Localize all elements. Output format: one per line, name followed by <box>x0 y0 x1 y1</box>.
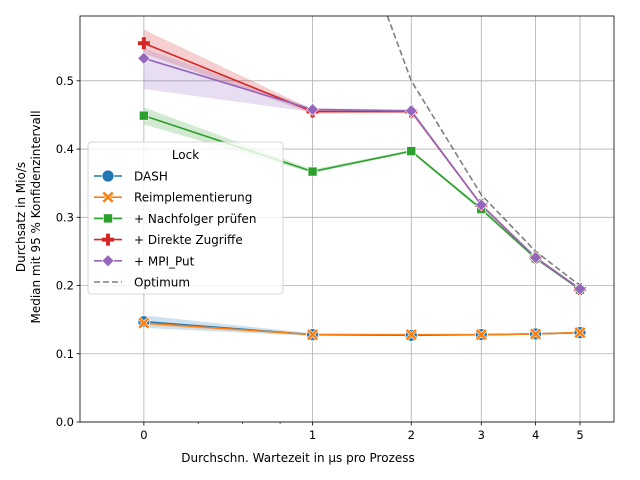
line-series-1 <box>143 322 581 336</box>
point-series-1-x0 <box>137 316 151 330</box>
y-tick-label-0.4: 0.4 <box>56 142 74 156</box>
legend-label-0: DASH <box>134 170 168 184</box>
point-series-4-x4 <box>529 251 543 264</box>
y-axis-label-line2: Median mit 95 % Konfidenzintervall <box>29 110 43 323</box>
axes-frame <box>79 15 615 423</box>
legend-label-2: + Nachfolger prüfen <box>134 212 256 226</box>
y-tick-label-0.0: 0.0 <box>56 415 74 429</box>
x-tick-label-4: 4 <box>532 428 539 442</box>
point-series-2-x1 <box>307 166 318 177</box>
x-tick-label-1: 1 <box>309 428 316 442</box>
legend-label-1: Reimplementierung <box>134 191 252 205</box>
point-series-4-x0 <box>137 51 151 65</box>
line-series-5 <box>386 16 581 287</box>
y-tick-label-0.5: 0.5 <box>56 74 74 88</box>
legend-label-4: + MPI_Put <box>134 254 195 268</box>
point-series-4-x3 <box>474 198 488 212</box>
y-tick-label-0.3: 0.3 <box>56 210 74 224</box>
line-series-4 <box>143 57 581 290</box>
point-series-4-x2 <box>404 104 418 118</box>
legend-marker-1 <box>101 190 115 204</box>
axes <box>79 15 615 423</box>
legend-marker-0 <box>101 169 115 183</box>
point-series-1-x5 <box>573 326 587 340</box>
legend-marker-3 <box>102 233 114 246</box>
point-series-1-x2 <box>404 328 418 342</box>
point-series-2-x0 <box>139 110 149 121</box>
legend-label-5: Optimum <box>134 276 190 290</box>
legend-box <box>87 141 284 295</box>
legend: Lock DASH Reimplementierung + Nachfolger pr… <box>87 141 284 295</box>
x-axis-label: Durchschn. Wartezeit in µs pro Prozess <box>181 451 415 465</box>
legend-title: Lock <box>172 148 199 162</box>
y-axis-label-line1: Durchsatz in Mio/s <box>14 162 28 272</box>
y-tick-label-0.1: 0.1 <box>56 347 74 361</box>
legend-label-3: + Direkte Zugriffe <box>134 233 243 247</box>
point-series-4-x5 <box>573 282 587 296</box>
y-tick-label-0.2: 0.2 <box>56 279 74 293</box>
point-series-2-x2 <box>406 146 417 156</box>
series-markers <box>137 37 587 342</box>
x-tick-label-5: 5 <box>576 428 583 442</box>
point-series-1-x4 <box>529 327 543 341</box>
point-series-1-x3 <box>474 328 488 342</box>
legend-marker-4 <box>101 254 115 268</box>
ci-band-series-3 <box>143 29 580 290</box>
ticks: 0 1 2 3 4 5 0.0 0.1 0.2 0.3 0.4 0.5 <box>56 74 584 442</box>
legend-marker-2 <box>103 213 113 224</box>
x-tick-label-3: 3 <box>478 428 485 442</box>
point-series-3-x0 <box>137 37 150 50</box>
x-tick-label-2: 2 <box>408 428 415 442</box>
series-lines <box>143 16 581 337</box>
x-tick-label-0: 0 <box>140 428 147 442</box>
point-series-1-x1 <box>306 328 319 342</box>
point-series-4-x1 <box>306 103 319 116</box>
